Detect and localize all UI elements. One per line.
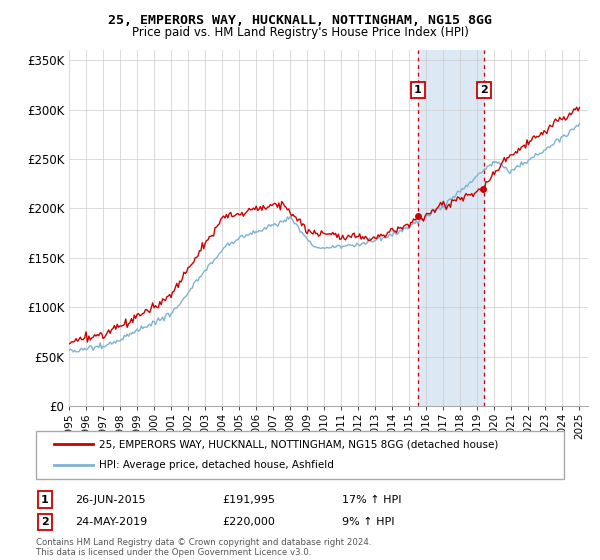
Text: 2: 2 xyxy=(480,85,488,95)
Text: 25, EMPERORS WAY, HUCKNALL, NOTTINGHAM, NG15 8GG (detached house): 25, EMPERORS WAY, HUCKNALL, NOTTINGHAM, … xyxy=(99,439,499,449)
Text: Contains HM Land Registry data © Crown copyright and database right 2024.
This d: Contains HM Land Registry data © Crown c… xyxy=(36,538,371,557)
Text: 1: 1 xyxy=(414,85,422,95)
Text: £220,000: £220,000 xyxy=(222,517,275,527)
Text: Price paid vs. HM Land Registry's House Price Index (HPI): Price paid vs. HM Land Registry's House … xyxy=(131,26,469,39)
Text: 26-JUN-2015: 26-JUN-2015 xyxy=(75,494,146,505)
Text: 9% ↑ HPI: 9% ↑ HPI xyxy=(342,517,395,527)
Text: 1: 1 xyxy=(41,494,49,505)
Text: 2: 2 xyxy=(41,517,49,527)
Text: £191,995: £191,995 xyxy=(222,494,275,505)
Text: 17% ↑ HPI: 17% ↑ HPI xyxy=(342,494,401,505)
Text: HPI: Average price, detached house, Ashfield: HPI: Average price, detached house, Ashf… xyxy=(99,460,334,470)
Bar xyxy=(418,50,484,406)
Text: 25, EMPERORS WAY, HUCKNALL, NOTTINGHAM, NG15 8GG: 25, EMPERORS WAY, HUCKNALL, NOTTINGHAM, … xyxy=(108,14,492,27)
Text: 24-MAY-2019: 24-MAY-2019 xyxy=(75,517,147,527)
